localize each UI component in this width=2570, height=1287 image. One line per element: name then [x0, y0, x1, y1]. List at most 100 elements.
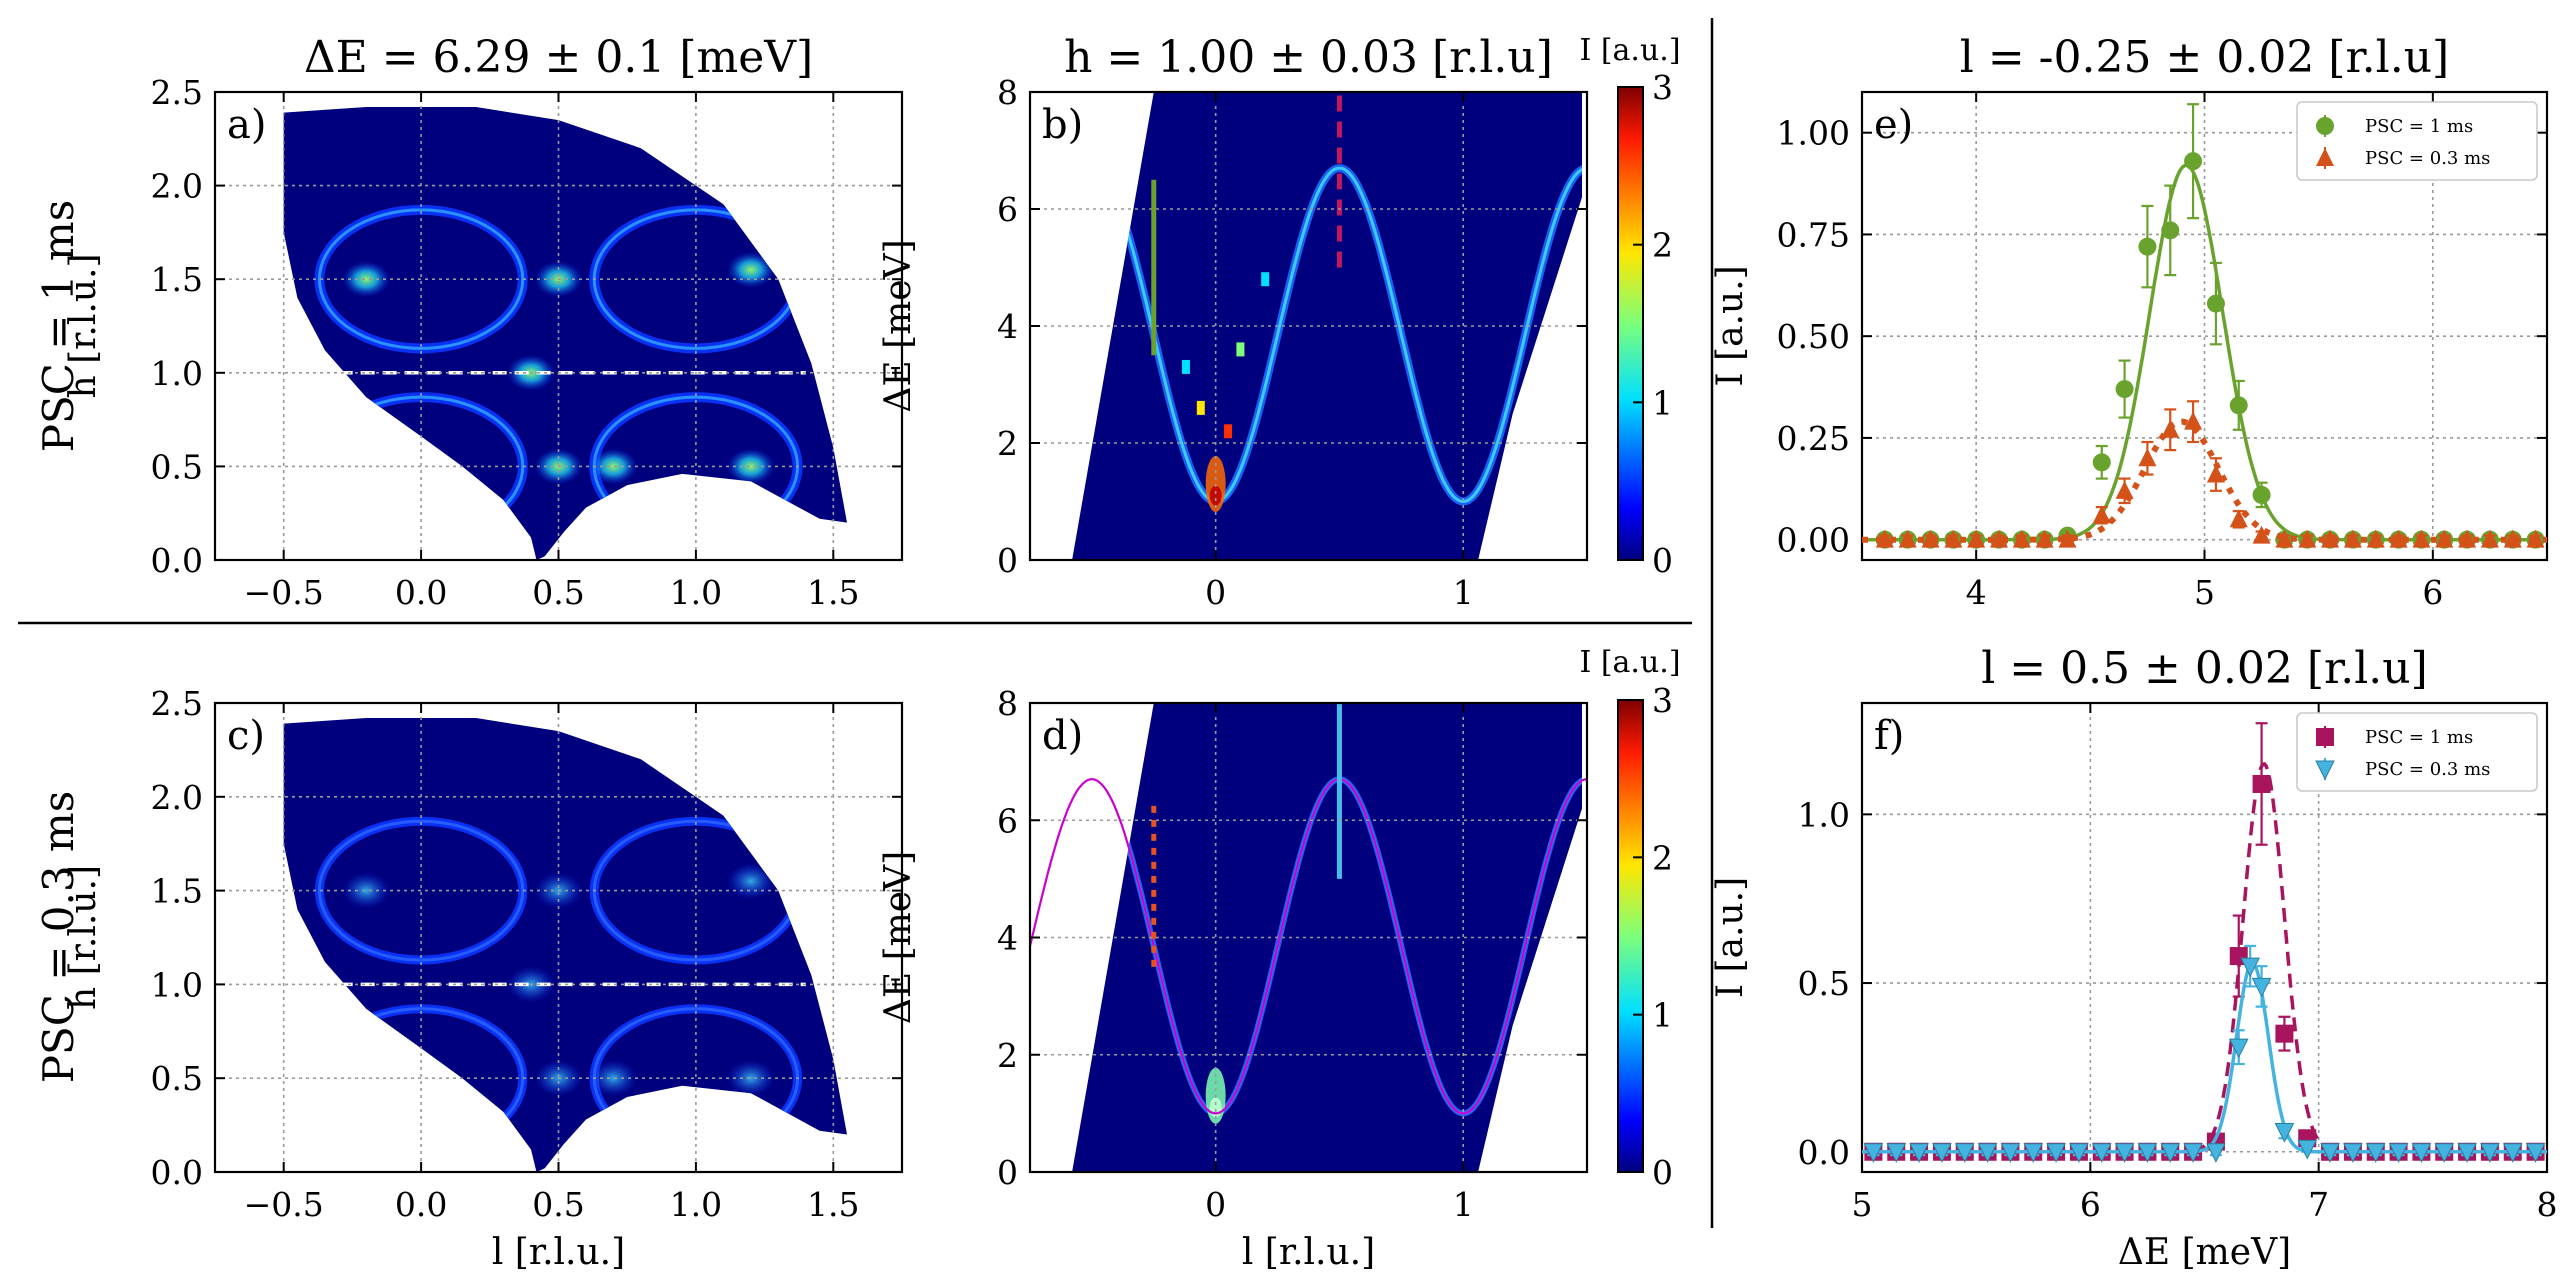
panel-b-label: b)	[1042, 102, 1083, 148]
data-point	[2115, 480, 2134, 499]
colorbar-bottom-bar	[1617, 699, 1644, 1173]
intensity-pixel	[1224, 424, 1233, 439]
data-point	[2435, 529, 2454, 548]
y-tick-label: 0.0	[151, 541, 203, 580]
legend-marker	[2316, 148, 2334, 166]
legend-label: PSC = 0.3 ms	[2365, 148, 2490, 169]
y-tick-label: 0.25	[1777, 419, 1850, 458]
data-point	[2046, 1143, 2066, 1163]
panel-e-title: l = -0.25 ± 0.02 [r.l.u]	[1960, 32, 2449, 83]
panel-e-frame	[1860, 90, 2549, 562]
colorbar-tick-label: 0	[1652, 541, 1673, 580]
intensity-pixel	[1236, 342, 1245, 357]
data-point	[2160, 1143, 2181, 1163]
y-tick-label: 0	[997, 541, 1018, 580]
intensity-hotspot	[342, 261, 391, 298]
data-point	[2389, 529, 2408, 548]
panel-e-plot-area	[1862, 103, 2547, 549]
legend-marker	[2316, 728, 2334, 746]
data-point	[2526, 529, 2545, 548]
data-point	[2114, 1143, 2135, 1163]
panel-b-heatmap: 0 1 0 2 4 6 8 h = 1.00 ± 0.03 [r.l.u] b) ΔE [meV]	[878, 32, 1589, 612]
data-point	[2012, 529, 2031, 548]
legend-box	[2296, 101, 2538, 181]
y-tick-label: 2.5	[151, 73, 203, 112]
data-point	[2525, 1143, 2546, 1163]
colorbar-top-title: I [a.u.]	[1579, 33, 1680, 68]
x-tick-label: 8	[2537, 1185, 2558, 1224]
x-tick-label: 0.0	[395, 573, 447, 612]
legend-label: PSC = 1 ms	[2365, 116, 2473, 137]
data-point	[2274, 1123, 2295, 1143]
y-tick-label: 6	[997, 190, 1018, 229]
panel-d-xlabel: l [r.l.u.]	[1242, 1232, 1375, 1273]
data-point	[2161, 221, 2180, 240]
y-tick-label: 1.00	[1777, 114, 1850, 153]
legend-box	[2296, 712, 2538, 792]
data-point	[2297, 1139, 2318, 1160]
data-point	[1977, 1143, 1998, 1163]
x-tick-label: 0	[1205, 573, 1226, 612]
colorbar-tick-label: 1	[1652, 383, 1673, 422]
data-point	[2161, 419, 2180, 438]
data-point	[2138, 237, 2157, 256]
panel-a-plot-area	[283, 107, 847, 560]
x-tick-label: −0.5	[244, 1185, 324, 1224]
panel-a-title: ΔE = 6.29 ± 0.1 [meV]	[304, 32, 813, 83]
x-tick-label: 1	[1453, 1185, 1474, 1224]
panel-c-heatmap: −0.5 0.0 0.5 1.0 1.5 0.0 0.5 1.0 1.5 2.0 2.5 c) h [r…	[63, 684, 904, 1273]
model-dispersion-curve	[1030, 778, 1587, 1115]
panel-c-label: c)	[227, 713, 265, 759]
data-point	[2252, 485, 2271, 504]
data-point	[2502, 1143, 2523, 1163]
data-point	[2138, 448, 2157, 467]
intensity-hotspot	[726, 448, 775, 485]
colorbar-tick-label: 1	[1652, 996, 1673, 1035]
intensity-pixel	[1261, 272, 1270, 287]
y-tick-label: 1.0	[151, 965, 203, 1004]
data-point	[2457, 1143, 2477, 1163]
fit-curve	[1862, 761, 2547, 1154]
fit-curve	[1862, 960, 2547, 1154]
y-tick-label: 0	[997, 1153, 1018, 1192]
data-point	[2092, 505, 2111, 524]
data-point	[2480, 1143, 2500, 1163]
data-point	[1921, 529, 1940, 548]
colorbar-tick-label: 3	[1652, 681, 1673, 720]
y-tick-label: 2.0	[151, 167, 203, 206]
legend-marker	[2315, 760, 2335, 781]
intensity-hotspot	[726, 251, 775, 288]
series-f-1	[1862, 944, 2547, 1163]
data-coverage-region	[1072, 703, 1582, 1172]
row-label-top: PSC = 1 ms	[34, 200, 83, 453]
data-point	[1990, 529, 2008, 548]
data-point	[2023, 1143, 2044, 1163]
y-tick-label: 1.5	[151, 260, 203, 299]
legend-label: PSC = 0.3 ms	[2365, 759, 2490, 780]
y-tick-label: 1.0	[1798, 795, 1850, 834]
panel-d-frame	[1028, 701, 1589, 1174]
panel-a-frame	[213, 90, 904, 562]
panel-d-ylabel: ΔE [meV]	[878, 851, 919, 1024]
data-point	[2229, 509, 2248, 528]
panel-f-title: l = 0.5 ± 0.02 [r.l.u]	[1981, 643, 2428, 694]
data-point	[1967, 529, 1986, 548]
data-point	[2503, 529, 2522, 548]
data-point	[2320, 1143, 2340, 1163]
legend-marker	[2316, 117, 2334, 135]
x-tick-label: 5	[2194, 573, 2215, 612]
data-point	[2321, 529, 2340, 548]
data-point	[2184, 411, 2203, 430]
data-point	[2252, 525, 2271, 544]
y-tick-label: 1.5	[151, 872, 203, 911]
y-tick-label: 0.5	[151, 447, 203, 486]
y-tick-label: 0.50	[1777, 317, 1850, 356]
panel-a-heatmap: −0.5 0.0 0.5 1.0 1.5 0.0 0.5 1.0 1.5 2.0 2.5 ΔE = 6…	[63, 32, 904, 612]
dispersion-ring-core	[317, 819, 525, 962]
panel-f-frame	[1860, 701, 2549, 1174]
x-tick-label: 1	[1453, 573, 1474, 612]
y-tick-label: 8	[997, 73, 1018, 112]
x-tick-label: 0.5	[532, 573, 584, 612]
panel-b-frame	[1028, 90, 1589, 562]
